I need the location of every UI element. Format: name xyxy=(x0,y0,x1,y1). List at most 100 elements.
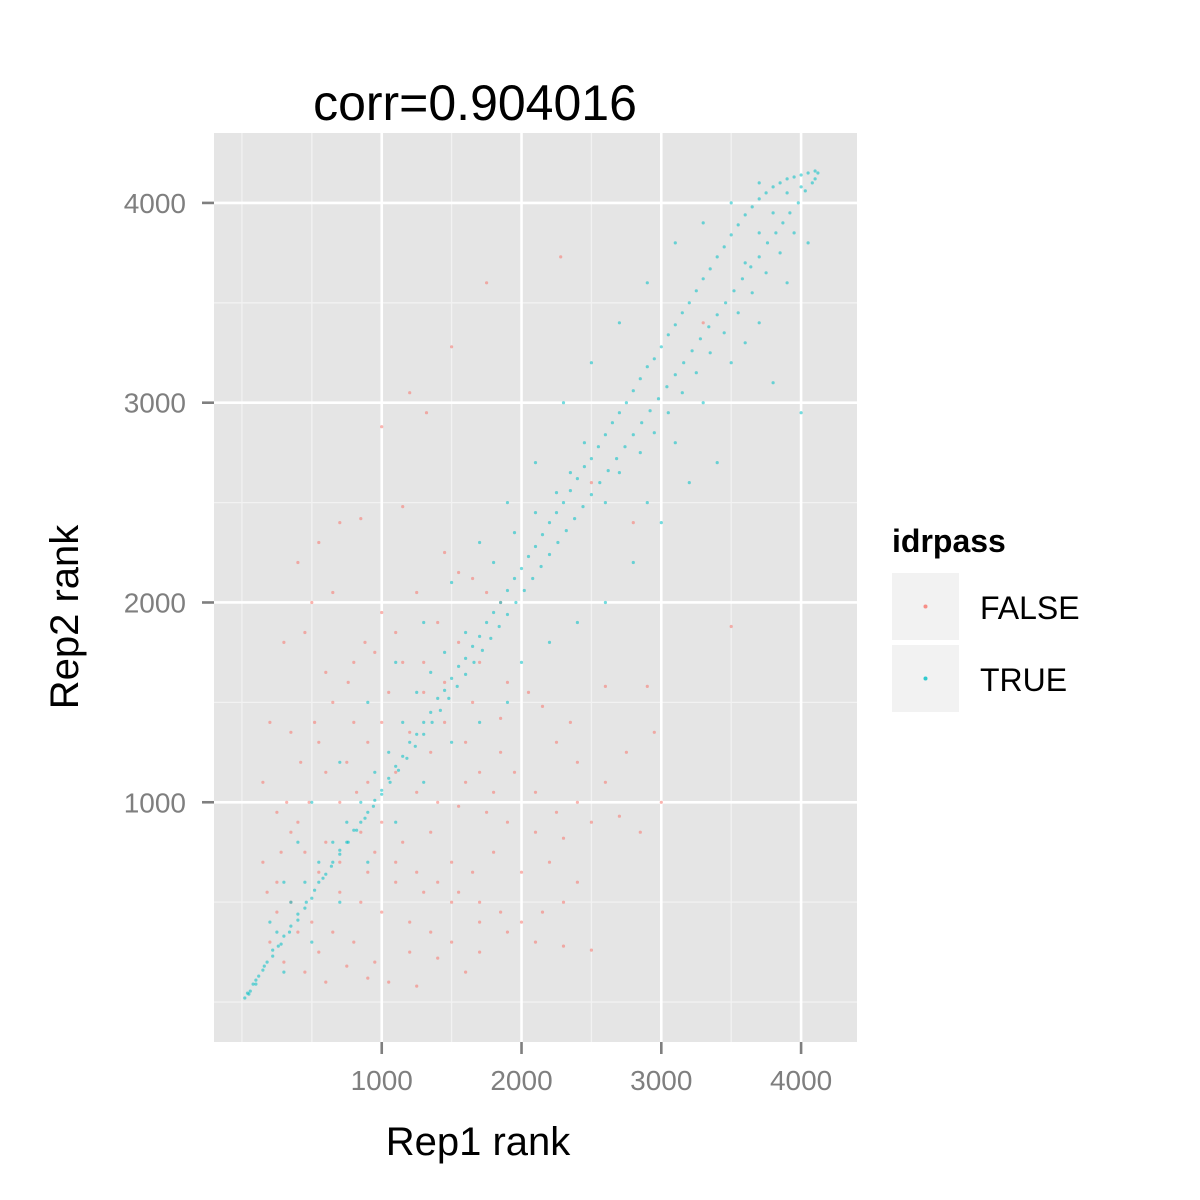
point-true xyxy=(598,481,602,485)
point-true xyxy=(687,301,691,305)
point-true xyxy=(757,197,761,201)
point-false xyxy=(394,860,398,864)
point-false xyxy=(299,760,303,764)
point-true xyxy=(740,277,745,281)
point-true xyxy=(778,181,782,185)
point-true xyxy=(732,289,736,293)
point-false xyxy=(338,521,342,525)
point-false xyxy=(415,984,419,988)
point-false xyxy=(499,716,503,721)
point-true xyxy=(422,720,426,725)
point-false xyxy=(589,820,594,824)
point-false xyxy=(603,780,608,784)
point-true xyxy=(806,171,810,175)
point-false xyxy=(729,624,733,629)
point-true xyxy=(492,610,496,615)
point-false xyxy=(478,950,482,954)
point-true xyxy=(380,792,384,796)
point-false xyxy=(575,760,580,764)
point-false xyxy=(359,517,363,521)
point-true xyxy=(276,944,280,948)
point-true xyxy=(531,576,535,581)
point-true xyxy=(505,501,510,505)
legend-key-true-dot xyxy=(923,676,928,681)
point-true xyxy=(606,469,610,473)
point-false xyxy=(387,980,391,984)
point-true xyxy=(472,660,476,665)
series-true-points xyxy=(243,169,820,1000)
point-true xyxy=(631,433,635,437)
point-false xyxy=(471,700,475,705)
point-true xyxy=(366,700,370,705)
point-true xyxy=(352,828,356,832)
point-false xyxy=(275,880,279,884)
point-false xyxy=(540,704,545,709)
point-true xyxy=(436,696,440,701)
point-true xyxy=(519,660,524,665)
point-false xyxy=(317,950,321,954)
point-true xyxy=(624,401,629,405)
point-true xyxy=(701,221,705,225)
point-false xyxy=(394,630,398,635)
point-false xyxy=(429,830,433,834)
point-true xyxy=(561,401,566,405)
point-true xyxy=(450,740,454,744)
point-true xyxy=(698,337,703,341)
point-true xyxy=(757,321,761,325)
point-false xyxy=(324,840,328,844)
legend-entry-true[interactable]: TRUE xyxy=(892,645,1067,712)
point-true xyxy=(429,670,433,675)
point-true xyxy=(810,181,814,185)
point-false xyxy=(554,740,559,744)
legend-entry-false[interactable]: FALSE xyxy=(892,573,1080,640)
point-true xyxy=(443,650,447,655)
point-true xyxy=(750,291,754,295)
point-true xyxy=(631,389,635,393)
point-true xyxy=(271,954,275,958)
point-true xyxy=(673,373,677,377)
point-true xyxy=(589,493,594,497)
point-true xyxy=(596,445,601,449)
point-true xyxy=(254,982,258,986)
point-true xyxy=(408,740,412,744)
point-false xyxy=(561,944,566,948)
point-true xyxy=(396,768,401,772)
point-true xyxy=(687,481,691,485)
x-axis-ticks: 1000 2000 3000 4000 xyxy=(351,1042,832,1096)
point-true xyxy=(665,385,669,389)
point-true xyxy=(547,552,552,557)
point-true xyxy=(248,989,252,993)
point-false xyxy=(261,780,265,784)
point-true xyxy=(505,612,510,617)
point-false xyxy=(338,890,342,894)
point-true xyxy=(666,333,670,337)
point-true xyxy=(415,732,419,736)
point-false xyxy=(346,680,350,685)
x-tick-label: 3000 xyxy=(630,1065,692,1096)
point-true xyxy=(568,471,573,475)
point-false xyxy=(324,770,328,774)
point-true xyxy=(366,810,370,814)
legend-label-true: TRUE xyxy=(980,662,1067,698)
point-true xyxy=(743,213,747,217)
point-true xyxy=(371,804,375,808)
y-tick-label: 1000 xyxy=(124,787,186,818)
point-true xyxy=(346,840,350,844)
point-true xyxy=(582,465,587,469)
point-false xyxy=(471,576,475,581)
point-true xyxy=(533,544,538,549)
point-false xyxy=(289,730,293,734)
point-true xyxy=(785,281,789,285)
point-false xyxy=(443,720,447,725)
point-false xyxy=(464,740,468,744)
point-false xyxy=(450,345,454,349)
point-false xyxy=(380,720,384,725)
point-false xyxy=(631,521,635,525)
point-false xyxy=(603,684,608,689)
chart-title: corr=0.904016 xyxy=(313,75,637,131)
y-tick-label: 4000 xyxy=(124,188,186,219)
point-false xyxy=(526,690,531,695)
point-true xyxy=(652,431,656,435)
point-true xyxy=(603,600,608,605)
point-false xyxy=(478,660,482,665)
